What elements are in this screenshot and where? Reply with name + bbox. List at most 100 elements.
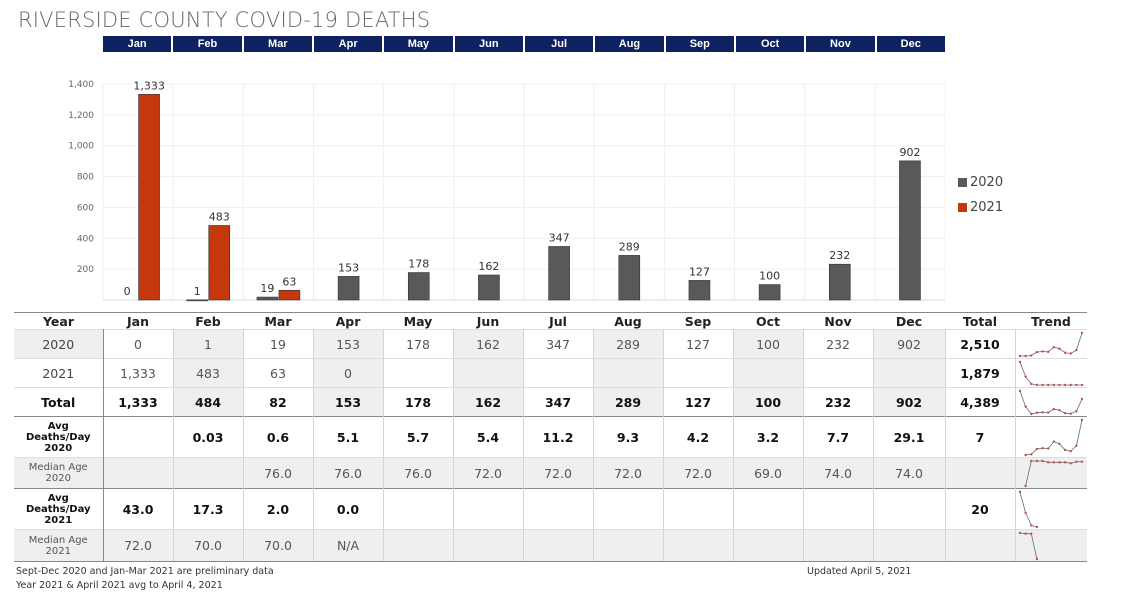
deaths-table: Year Jan Feb Mar Apr May Jun Jul Aug Sep Oct Nov Dec… xyxy=(14,312,1087,562)
cell-may xyxy=(383,529,454,562)
sparkline-point xyxy=(1035,459,1038,462)
row-label-line: 2021 xyxy=(45,545,71,557)
cell-may: 76.0 xyxy=(383,457,454,489)
sparkline xyxy=(1018,490,1038,528)
cell-total: 1,879 xyxy=(945,358,1016,388)
sparkline-point xyxy=(1023,511,1027,514)
sparkline-point xyxy=(1074,409,1078,412)
table-row: Total 1,333 484 82 153 178 162 347 289 127 100 232 9… xyxy=(14,387,1087,417)
cell-trend xyxy=(1014,488,1087,530)
updated-date: Updated April 5, 2021 xyxy=(807,566,912,577)
sparkline-line xyxy=(1019,532,1037,559)
cell-sep xyxy=(663,488,734,530)
data-label-2020-may: 178 xyxy=(408,258,429,271)
data-label-2020-feb: 1 xyxy=(194,285,201,298)
sparkline-point xyxy=(1046,446,1049,450)
sparkline-point xyxy=(1080,397,1083,400)
column-header-may: May xyxy=(383,312,453,330)
cell-feb: 484 xyxy=(173,387,244,417)
row-label: Avg Deaths/Day 2020 xyxy=(14,416,104,458)
column-header-jun: Jun xyxy=(453,312,523,330)
sparkline xyxy=(1018,531,1038,560)
cell-total: 4,389 xyxy=(945,387,1016,417)
y-tick-label: 400 xyxy=(77,234,94,244)
cell-jan: 1,333 xyxy=(103,358,174,388)
column-header-apr: Apr xyxy=(313,312,383,330)
sparkline-point xyxy=(1052,407,1055,410)
cell-apr: 0 xyxy=(313,358,384,388)
sparkline-point xyxy=(1040,459,1044,462)
sparkline-point xyxy=(1069,351,1072,355)
sparkline xyxy=(1023,459,1083,487)
cell-nov xyxy=(803,529,874,562)
column-header-aug: Aug xyxy=(593,312,663,330)
cell-mar: 70.0 xyxy=(243,529,314,562)
cell-may: 178 xyxy=(383,329,454,359)
cell-mar: 19 xyxy=(243,329,314,359)
cell-jul xyxy=(523,358,594,388)
row-label: Median Age 2021 xyxy=(14,529,104,562)
row-label-line: Median Age xyxy=(28,462,88,473)
sparkline-point xyxy=(1023,453,1027,456)
table-row: Median Age 2020 76.0 76.0 76.0 72.0 72.0 72.0 72… xyxy=(14,457,1087,489)
sparkline-point xyxy=(1029,452,1032,456)
sparkline-point xyxy=(1069,411,1072,415)
cell-feb: 0.03 xyxy=(173,416,244,458)
sparkline-line xyxy=(1025,419,1082,455)
sparkline-point xyxy=(1035,447,1038,450)
bar-2021-jan xyxy=(138,94,160,301)
cell-dec xyxy=(873,488,946,530)
bar-2021-mar xyxy=(278,289,301,301)
cell-nov: 7.7 xyxy=(803,416,874,458)
cell-jun xyxy=(453,358,524,388)
column-header-year: Year xyxy=(14,312,103,330)
sparkline-point xyxy=(1080,331,1083,334)
column-header-nov: Nov xyxy=(803,312,873,330)
sparkline-point xyxy=(1035,383,1038,386)
sparkline-point xyxy=(1052,383,1055,386)
cell-total: 20 xyxy=(945,488,1016,530)
sparkline-line xyxy=(1019,491,1037,527)
data-label-2020-nov: 232 xyxy=(829,249,850,262)
cell-oct: 100 xyxy=(733,329,804,359)
cell-may: 5.7 xyxy=(383,416,454,458)
sparkline-point xyxy=(1023,532,1027,535)
table-row: Avg Deaths/Day 2020 0.03 0.6 5.1 5.7 5.4 11.2 9.3… xyxy=(14,416,1087,458)
sparkline xyxy=(1018,360,1083,386)
column-header-mar: Mar xyxy=(243,312,313,330)
cell-jul: 11.2 xyxy=(523,416,594,458)
month-header-mar: Mar xyxy=(243,36,314,52)
column-header-total: Total xyxy=(945,312,1015,330)
month-header-sep: Sep xyxy=(665,36,736,52)
cell-apr: 5.1 xyxy=(313,416,384,458)
cell-mar: 76.0 xyxy=(243,457,314,489)
cell-may xyxy=(383,488,454,530)
sparkline-point xyxy=(1029,382,1032,385)
table-row: 2020 0 1 19 153 178 162 347 289 127 100 232 902 2,510 xyxy=(14,329,1087,359)
cell-jun: 5.4 xyxy=(453,416,524,458)
table-row: 2021 1,333 483 63 0 1,879 xyxy=(14,358,1087,388)
sparkline-point xyxy=(1052,439,1055,443)
cell-mar: 63 xyxy=(243,358,314,388)
cell-oct: 3.2 xyxy=(733,416,804,458)
chart-legend: 2020 2021 xyxy=(958,170,1003,220)
sparkline-point xyxy=(1080,459,1083,463)
sparkline-point xyxy=(1046,350,1049,353)
row-label: 2020 xyxy=(14,329,104,359)
sparkline-point xyxy=(1018,354,1021,357)
table-row: Avg Deaths/Day 2021 43.0 17.3 2.0 0.0 20 xyxy=(14,488,1087,530)
cell-jun: 162 xyxy=(453,387,524,417)
bar-chart: 200 400 600 800 1,000 1,200 1,400 0 1,333 1 483 19 6… xyxy=(68,79,945,302)
cell-apr: 153 xyxy=(313,387,384,417)
cell-nov xyxy=(803,358,874,388)
sparkline xyxy=(1023,418,1083,456)
cell-dec: 74.0 xyxy=(873,457,946,489)
bar-2020-may xyxy=(407,272,430,301)
cell-sep: 127 xyxy=(663,329,734,359)
cell-jan xyxy=(103,416,174,458)
sparkline-point xyxy=(1040,349,1044,353)
cell-dec xyxy=(873,529,946,562)
cell-dec xyxy=(873,358,946,388)
cell-apr: 76.0 xyxy=(313,457,384,489)
cell-oct: 69.0 xyxy=(733,457,804,489)
